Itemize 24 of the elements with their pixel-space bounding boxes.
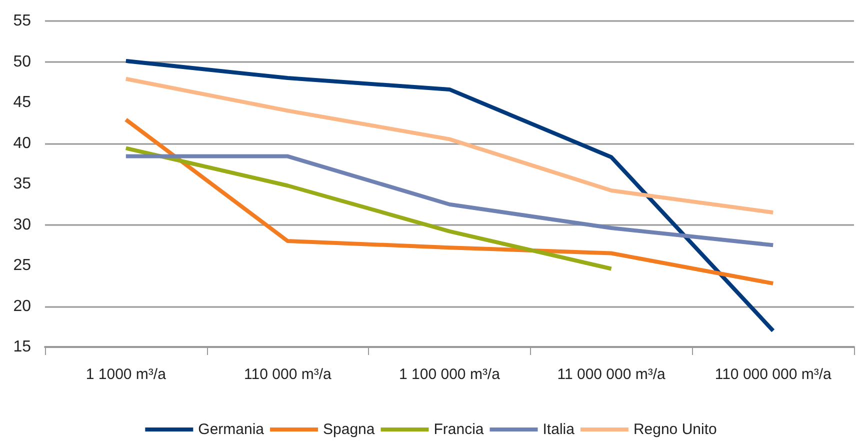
- legend-label: Spagna: [323, 421, 376, 438]
- y-tick-label: 20: [13, 298, 32, 315]
- y-tick-label: 50: [13, 53, 32, 70]
- y-tick-label: 15: [13, 338, 32, 356]
- line-series: [124, 118, 776, 286]
- y-tick-label: 55: [13, 12, 32, 30]
- line-series: [124, 146, 614, 271]
- y-tick-label: 30: [13, 216, 32, 234]
- line-series: [124, 58, 776, 333]
- y-tick-label: 45: [13, 94, 32, 111]
- x-tick-label: 1 100 000 m³/a: [399, 366, 501, 383]
- y-tick-label: 35: [13, 176, 32, 192]
- legend-label: Italia: [542, 421, 576, 438]
- legend-label: Francia: [434, 421, 484, 438]
- x-tick-label: 11 000 000 m³/a: [557, 366, 666, 383]
- y-tick-label: 25: [13, 257, 32, 274]
- legend-label: Germania: [198, 421, 265, 438]
- y-tick-label: 40: [13, 134, 32, 152]
- line-series: [124, 76, 776, 215]
- x-tick-label: 110 000 m³/a: [244, 366, 332, 383]
- x-tick-label: 1 1000 m³/a: [86, 366, 167, 383]
- line-series: [124, 154, 776, 248]
- x-tick-label: 110 000 000 m³/a: [714, 366, 832, 383]
- legend-label: Regno Unito: [633, 421, 717, 438]
